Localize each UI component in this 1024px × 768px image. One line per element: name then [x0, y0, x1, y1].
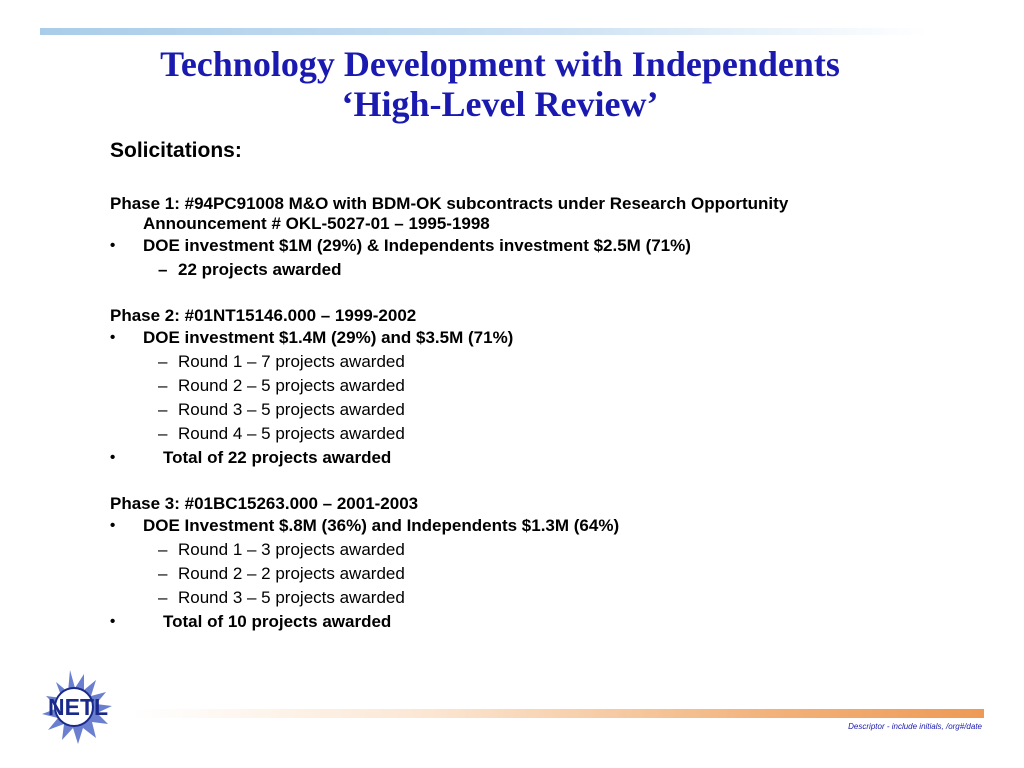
slide-title: Technology Development with Independents… — [0, 44, 1000, 124]
phase-3-subitem-3: – Round 3 – 5 projects awarded — [110, 586, 830, 610]
subitem-text: Round 3 – 5 projects awarded — [178, 588, 405, 607]
dash-icon: – — [158, 260, 168, 279]
top-accent-bar — [40, 28, 928, 35]
phase-2-subitem-3: – Round 3 – 5 projects awarded — [110, 398, 830, 422]
subitem-text: 22 projects awarded — [178, 260, 342, 279]
bullet-icon: • — [110, 449, 116, 466]
phase-2-total: • Total of 22 projects awarded — [110, 446, 830, 470]
subitem-text: Round 2 – 5 projects awarded — [178, 376, 405, 395]
title-line-2: ‘High-Level Review’ — [341, 84, 659, 124]
subitem-text: Round 2 – 2 projects awarded — [178, 564, 405, 583]
phase-2-block: Phase 2: #01NT15146.000 – 1999-2002 • DO… — [110, 306, 830, 470]
phase-3-total: • Total of 10 projects awarded — [110, 610, 830, 634]
section-heading: Solicitations: — [110, 139, 242, 162]
phase-3-subitem-2: – Round 2 – 2 projects awarded — [110, 562, 830, 586]
logo-ring — [54, 687, 94, 727]
dash-icon: – — [158, 540, 168, 559]
bullet-icon: • — [110, 237, 116, 254]
phase-1-block: Phase 1: #94PC91008 M&O with BDM-OK subc… — [110, 194, 830, 282]
subitem-text: Round 3 – 5 projects awarded — [178, 400, 405, 419]
dash-icon: – — [158, 564, 168, 583]
dash-icon: – — [158, 588, 168, 607]
slide-content: Solicitations: Phase 1: #94PC91008 M&O w… — [110, 138, 830, 658]
phase-2-title: Phase 2: #01NT15146.000 – 1999-2002 — [110, 306, 417, 325]
subitem-text: Round 1 – 3 projects awarded — [178, 540, 405, 559]
bullet-icon: • — [110, 613, 116, 630]
phase-2-total-text: Total of 22 projects awarded — [163, 448, 392, 467]
subitem-text: Round 4 – 5 projects awarded — [178, 424, 405, 443]
bullet-icon: • — [110, 329, 116, 346]
phase-3-subitem-1: – Round 1 – 3 projects awarded — [110, 538, 830, 562]
phase-2-subitem-1: – Round 1 – 7 projects awarded — [110, 350, 830, 374]
phase-2-bullet-text: DOE investment $1.4M (29%) and $3.5M (71… — [143, 328, 514, 347]
phase-3-bullet-text: DOE Investment $.8M (36%) and Independen… — [143, 516, 620, 535]
subitem-text: Round 1 – 7 projects awarded — [178, 352, 405, 371]
phase-2-subitem-2: – Round 2 – 5 projects awarded — [110, 374, 830, 398]
bottom-accent-bar — [132, 709, 984, 718]
phase-3-block: Phase 3: #01BC15263.000 – 2001-2003 • DO… — [110, 494, 830, 634]
footer-descriptor: Descriptor - include initials, /org#/dat… — [848, 722, 982, 731]
phase-3-bullet: • DOE Investment $.8M (36%) and Independ… — [110, 514, 830, 538]
title-line-1: Technology Development with Independents — [160, 44, 840, 84]
phase-2-bullet: • DOE investment $1.4M (29%) and $3.5M (… — [110, 326, 830, 350]
bullet-icon: • — [110, 517, 116, 534]
phase-3-title: Phase 3: #01BC15263.000 – 2001-2003 — [110, 494, 419, 513]
dash-icon: – — [158, 376, 168, 395]
dash-icon: – — [158, 400, 168, 419]
phase-1-title: Phase 1: #94PC91008 M&O with BDM-OK subc… — [110, 194, 789, 233]
phase-3-total-text: Total of 10 projects awarded — [163, 612, 392, 631]
phase-1-bullet-text: DOE investment $1M (29%) & Independents … — [143, 236, 691, 255]
logo-text: NETL — [48, 694, 108, 720]
phase-1-bullet: • DOE investment $1M (29%) & Independent… — [110, 234, 830, 258]
dash-icon: – — [158, 424, 168, 443]
netl-logo-icon: NETL — [42, 670, 112, 744]
phase-2-subitem-4: – Round 4 – 5 projects awarded — [110, 422, 830, 446]
dash-icon: – — [158, 352, 168, 371]
phase-1-subitem-1: – 22 projects awarded — [110, 258, 830, 282]
